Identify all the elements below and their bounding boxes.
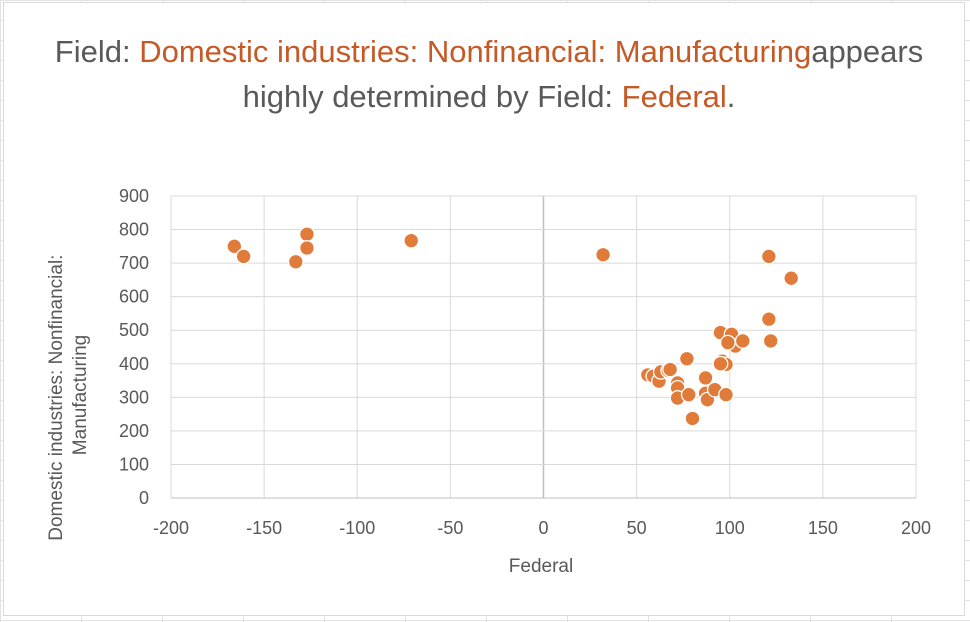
- data-point[interactable]: [760, 248, 777, 265]
- data-point[interactable]: [719, 334, 736, 351]
- data-point[interactable]: [595, 246, 612, 263]
- title-part: Field:: [54, 34, 140, 69]
- x-tick-label: -50: [437, 518, 463, 538]
- x-tick-label: 150: [808, 518, 838, 538]
- x-tick-label: 50: [627, 518, 647, 538]
- y-tick-label: 500: [119, 320, 149, 340]
- x-axis-title: Federal: [509, 556, 573, 577]
- title-part: appears highly determined by Field:: [242, 34, 924, 114]
- y-tick-label: 900: [119, 186, 149, 206]
- data-point[interactable]: [718, 386, 734, 403]
- y-tick-label: 400: [119, 354, 149, 374]
- title-part: Domestic industries: Nonfinancial:: [139, 34, 607, 69]
- y-axis-title-line-1: Domestic industries: Nonfinancial:: [46, 255, 67, 541]
- title-part: Federal: [621, 79, 727, 114]
- y-tick-label: 200: [119, 421, 149, 441]
- x-tick-label: -150: [246, 518, 282, 538]
- title-part: .: [726, 79, 736, 114]
- x-tick-label: 100: [715, 518, 745, 538]
- data-points: [226, 226, 800, 427]
- y-tick-label: 800: [119, 220, 149, 240]
- data-point[interactable]: [712, 355, 729, 372]
- data-point[interactable]: [678, 350, 695, 367]
- data-point[interactable]: [403, 232, 420, 249]
- x-tick-label: 200: [901, 518, 931, 538]
- data-point[interactable]: [226, 238, 243, 255]
- y-tick-label: 0: [139, 488, 149, 508]
- data-point[interactable]: [684, 410, 701, 427]
- data-point[interactable]: [760, 311, 777, 328]
- data-point[interactable]: [662, 361, 679, 378]
- x-tick-label: -200: [153, 518, 189, 538]
- data-point[interactable]: [762, 333, 779, 349]
- data-point[interactable]: [783, 270, 800, 287]
- y-tick-label: 100: [119, 454, 149, 474]
- x-tick-label: 0: [538, 518, 548, 538]
- data-point[interactable]: [734, 333, 751, 349]
- data-point[interactable]: [299, 240, 315, 256]
- data-point[interactable]: [235, 248, 252, 265]
- y-tick-label: 600: [119, 287, 149, 307]
- title-part: Manufacturing: [614, 34, 812, 69]
- data-point[interactable]: [287, 253, 304, 270]
- y-tick-labels: 0 100 200 300 400 500 600 700 800 900: [119, 186, 149, 508]
- data-point[interactable]: [299, 226, 315, 243]
- y-axis-title-line-2: Manufacturing: [70, 335, 91, 455]
- y-axis-title: Domestic industries: Nonfinancial: Manuf…: [46, 249, 91, 540]
- data-point[interactable]: [680, 386, 697, 403]
- y-tick-label: 300: [119, 387, 149, 407]
- chart-title: Field: Domestic industries: Nonfinancial…: [44, 29, 934, 119]
- chart-area[interactable]: Field: Domestic industries: Nonfinancial…: [3, 2, 965, 616]
- x-tick-label: -100: [339, 518, 375, 538]
- x-tick-labels: -200 -150 -100 -50 0 50 100 150 200: [153, 518, 931, 538]
- gridlines: [170, 195, 917, 499]
- y-tick-label: 700: [119, 253, 149, 273]
- data-point[interactable]: [697, 369, 714, 386]
